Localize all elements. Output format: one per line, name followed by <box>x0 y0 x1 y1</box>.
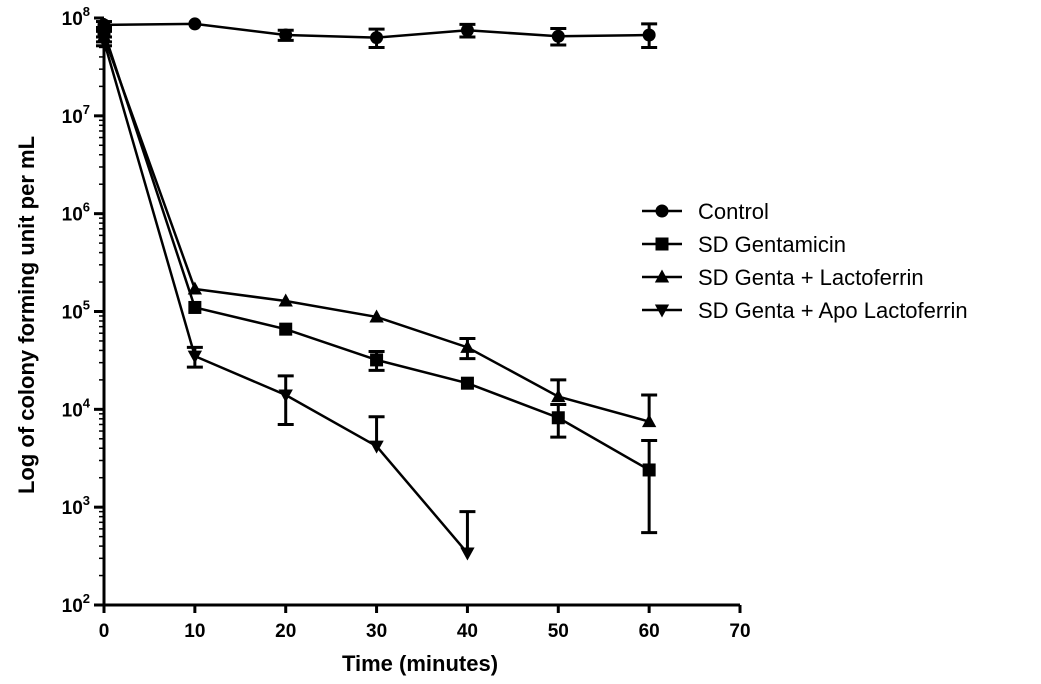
axes: 0 10 20 30 40 50 60 70 102 103 104 105 106 107 108 <box>62 4 751 642</box>
data-point-3-4 <box>460 547 475 561</box>
data-point-3-2 <box>278 389 293 403</box>
data-point-2-1 <box>187 281 203 295</box>
legend-marker-triangle-up <box>654 269 670 283</box>
legend-label-1: SD Gentamicin <box>698 232 846 257</box>
data-point-2-2 <box>278 293 293 307</box>
data-point-2-4 <box>460 339 475 353</box>
legend-label-3: SD Genta + Apo Lactoferrin <box>698 298 968 323</box>
data-point-0-1 <box>188 17 202 31</box>
series-3 <box>96 35 476 561</box>
x-tick-label-3: 30 <box>366 621 387 642</box>
y-tick-label-2: 104 <box>62 395 91 421</box>
data-point-1-1 <box>188 300 202 314</box>
legend-marker-triangle-down <box>654 304 670 318</box>
legend-marker-square <box>655 237 669 251</box>
x-tick-label-0: 0 <box>99 621 110 642</box>
legend: Control SD Gentamicin SD Genta + Lactoferr… <box>642 199 968 323</box>
series-0 <box>96 17 658 49</box>
x-tick-label-7: 70 <box>729 621 750 642</box>
y-tick-label-5: 107 <box>62 102 90 128</box>
legend-label-0: Control <box>698 199 769 224</box>
data-point-3-3 <box>369 440 384 454</box>
series-1 <box>96 25 658 535</box>
data-point-1-5 <box>551 411 565 425</box>
data-point-0-4 <box>460 23 474 37</box>
x-axis-title: Time (minutes) <box>342 651 498 676</box>
y-tick-label-3: 105 <box>62 298 90 324</box>
y-tick-label-0: 102 <box>62 591 90 617</box>
x-tick-label-5: 50 <box>548 621 569 642</box>
legend-item-0: Control <box>642 199 769 224</box>
data-point-3-1 <box>187 350 203 364</box>
x-tick-label-6: 60 <box>639 621 660 642</box>
series-line-1 <box>102 31 650 472</box>
y-tick-label-4: 106 <box>62 200 90 226</box>
data-point-1-6 <box>642 463 656 477</box>
legend-marker-circle <box>655 204 669 218</box>
data-point-2-3 <box>369 309 384 323</box>
data-point-0-6 <box>642 28 656 42</box>
legend-label-2: SD Genta + Lactoferrin <box>698 265 924 290</box>
legend-item-1: SD Gentamicin <box>642 232 846 257</box>
x-tick-label-1: 10 <box>184 621 205 642</box>
data-point-0-3 <box>370 31 384 45</box>
data-point-0-5 <box>551 29 565 43</box>
data-point-0-2 <box>279 28 293 42</box>
plot-area <box>96 17 658 561</box>
x-tick-label-2: 20 <box>275 621 296 642</box>
y-tick-label-6: 108 <box>62 4 90 30</box>
data-point-2-6 <box>641 414 657 428</box>
x-tick-label-4: 40 <box>457 621 478 642</box>
data-point-1-3 <box>370 353 384 367</box>
y-tick-label-1: 103 <box>62 493 90 519</box>
data-point-1-2 <box>279 322 293 336</box>
data-point-1-4 <box>460 376 474 390</box>
legend-item-2: SD Genta + Lactoferrin <box>642 265 924 290</box>
data-point-2-5 <box>551 389 566 403</box>
legend-item-3: SD Genta + Apo Lactoferrin <box>642 298 968 323</box>
y-axis-title: Log of colony forming unit per mL <box>14 136 39 494</box>
